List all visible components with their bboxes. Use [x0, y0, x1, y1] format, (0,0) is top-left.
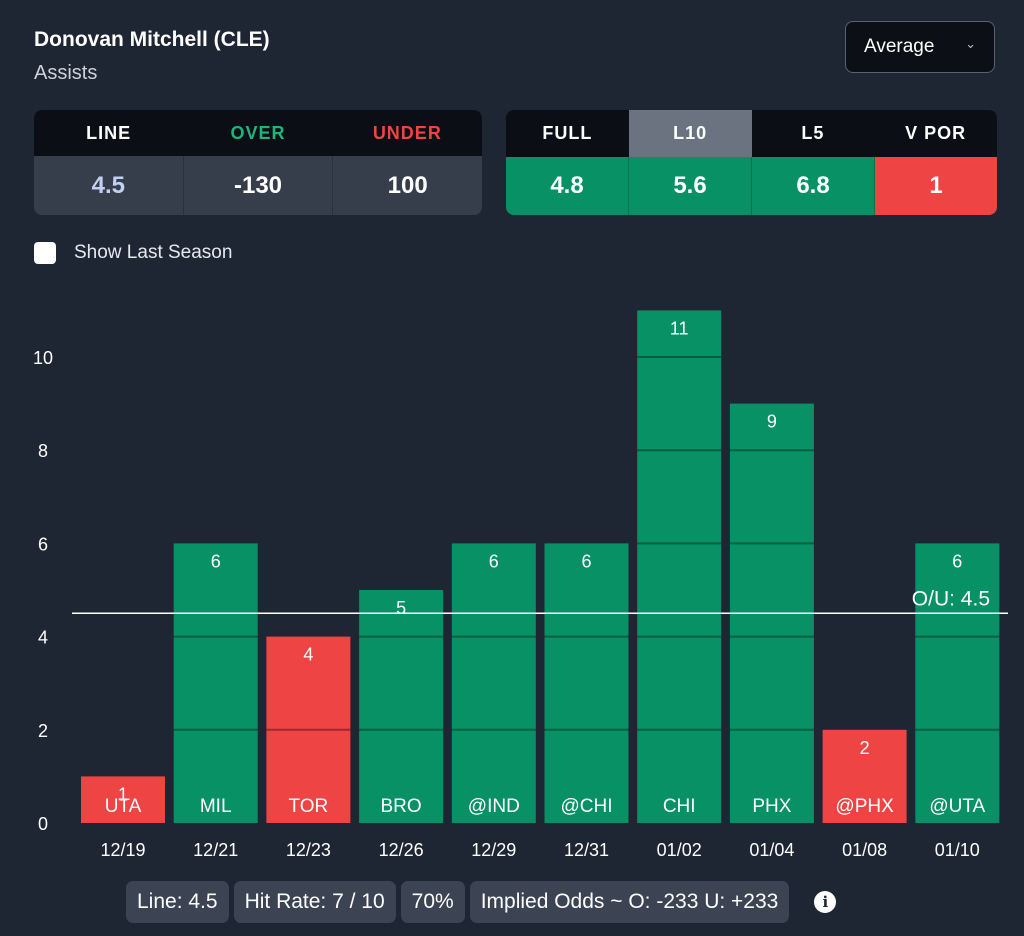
- player-name: Donovan Mitchell (CLE): [34, 28, 270, 51]
- averages-table: FULL L10 L5 V POR 4.8 5.6 6.8 1: [506, 110, 997, 215]
- average-dropdown[interactable]: Average ⌄: [845, 21, 995, 73]
- y-tick-label: 2: [38, 721, 48, 741]
- chevron-down-icon: ⌄: [965, 36, 976, 51]
- bar: [81, 776, 165, 823]
- bar: [915, 543, 1000, 823]
- x-tick-label: 12/26: [379, 840, 424, 860]
- x-tick-label: 12/19: [100, 840, 145, 860]
- summary-bar: Line: 4.5 Hit Rate: 7 / 10 70% Implied O…: [126, 881, 837, 923]
- opponent-label: @CHI: [560, 796, 612, 817]
- over-header: OVER: [230, 122, 286, 143]
- y-tick-label: 4: [38, 628, 48, 648]
- bar-value-label: 6: [581, 551, 591, 571]
- bar-value-label: 6: [952, 551, 962, 571]
- tab-l5[interactable]: L5: [801, 123, 825, 143]
- opponent-label: PHX: [752, 796, 791, 817]
- opponent-label: @IND: [468, 796, 520, 817]
- bar-value-label: 2: [860, 738, 870, 758]
- x-tick-label: 12/29: [471, 840, 516, 860]
- bar-value-label: 5: [396, 598, 406, 618]
- over-under-label: O/U: 4.5: [912, 587, 990, 610]
- checkbox-label: Show Last Season: [74, 242, 233, 263]
- opponent-label: CHI: [663, 796, 696, 817]
- bar: [544, 543, 629, 823]
- opponent-label: TOR: [289, 796, 329, 817]
- under-header: UNDER: [372, 122, 442, 143]
- avg-l5-value: 6.8: [751, 157, 874, 215]
- opponent-label: MIL: [200, 796, 232, 817]
- checkbox[interactable]: [34, 242, 56, 264]
- avg-l10-value: 5.6: [628, 157, 751, 215]
- over-value: -130: [182, 156, 333, 215]
- line-value: 4.5: [91, 171, 126, 199]
- line-pill: Line: 4.5: [126, 881, 229, 923]
- bar-value-label: 9: [767, 412, 777, 432]
- percent-pill: 70%: [400, 881, 465, 923]
- bar: [266, 636, 351, 823]
- show-last-season-toggle[interactable]: Show Last Season: [34, 242, 232, 264]
- bar-value-label: 4: [303, 645, 313, 665]
- implied-odds-pill: Implied Odds ~ O: -233 U: +233: [469, 881, 790, 923]
- tab-v-por[interactable]: V POR: [905, 123, 967, 143]
- bar: [637, 310, 722, 823]
- x-tick-label: 01/08: [842, 840, 887, 860]
- info-icon[interactable]: i: [814, 891, 837, 913]
- opponent-label: UTA: [105, 796, 142, 817]
- dropdown-value: Average: [864, 36, 935, 57]
- x-tick-label: 12/21: [193, 840, 238, 860]
- x-tick-label: 12/31: [564, 840, 609, 860]
- y-tick-label: 10: [33, 348, 53, 368]
- bar-value-label: 11: [670, 318, 689, 338]
- x-tick-label: 12/23: [286, 840, 331, 860]
- opponent-label: @UTA: [929, 796, 985, 817]
- line-header: LINE: [86, 122, 132, 143]
- x-tick-label: 01/04: [749, 840, 794, 860]
- stat-type: Assists: [34, 62, 98, 84]
- y-tick-label: 0: [38, 814, 48, 834]
- tab-l10[interactable]: L10: [628, 110, 752, 157]
- bar-value-label: 6: [211, 551, 221, 571]
- bar: [173, 543, 258, 823]
- bar: [822, 729, 907, 823]
- bar-value-label: 1: [118, 784, 128, 804]
- x-tick-label: 01/02: [657, 840, 702, 860]
- odds-table: LINE OVER UNDER 4.5 -130 100: [34, 110, 482, 215]
- avg-v-por-value: 1: [874, 157, 997, 215]
- under-value: 100: [332, 156, 482, 215]
- avg-full-value: 4.8: [506, 157, 628, 215]
- opponent-label: @PHX: [835, 796, 894, 817]
- bar-value-label: 6: [489, 551, 499, 571]
- hit-rate-pill: Hit Rate: 7 / 10: [233, 881, 396, 923]
- bar: [359, 590, 444, 823]
- tab-full[interactable]: FULL: [542, 123, 593, 143]
- y-tick-label: 6: [38, 534, 48, 554]
- opponent-label: BRO: [381, 796, 422, 817]
- y-tick-label: 8: [38, 441, 48, 461]
- x-tick-label: 01/10: [935, 840, 980, 860]
- bar: [451, 543, 536, 823]
